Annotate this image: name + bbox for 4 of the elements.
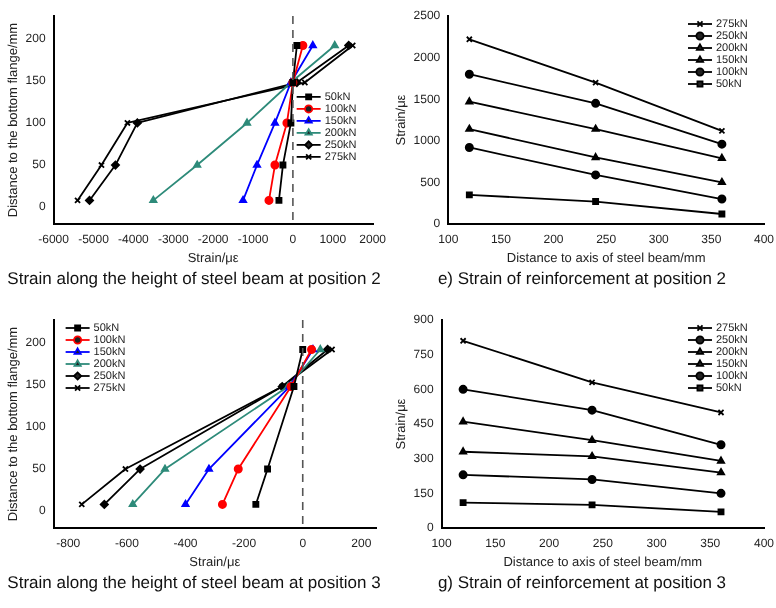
text: Strain along the height of steel beam at position 3 — [5, 572, 383, 592]
text: g) Strain of reinforcement at position 3 — [435, 572, 729, 592]
text: Strain along the height of steel beam at position 2 — [5, 268, 383, 288]
text: e) Strain of reinforcement at position 2 — [435, 268, 729, 288]
